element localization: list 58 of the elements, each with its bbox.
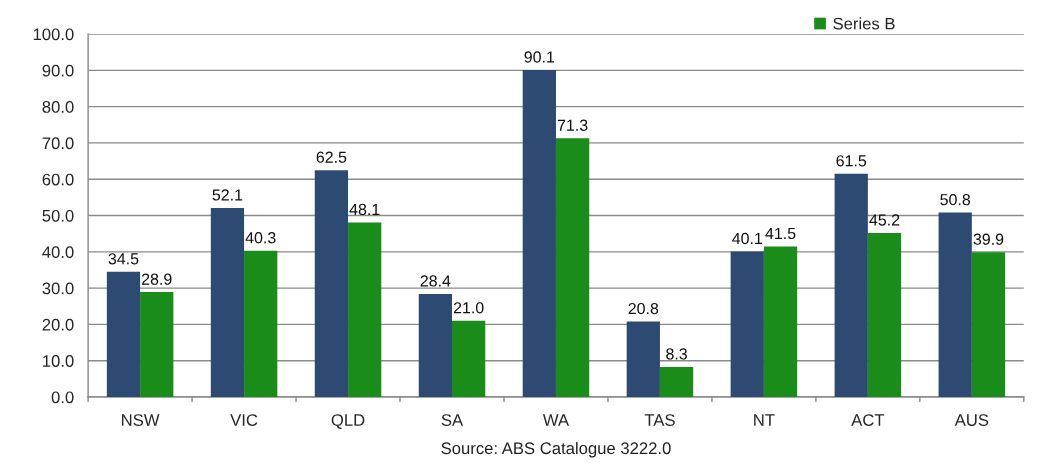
data-label: 41.5: [765, 227, 796, 240]
bar: [834, 173, 868, 398]
legend-label: Series B: [833, 17, 895, 30]
x-tick-label: ACT: [851, 414, 885, 426]
y-tick-label: 10.0: [43, 355, 74, 367]
y-tick-label: 20.0: [42, 318, 74, 331]
x-tick-label: TAS: [644, 414, 675, 426]
bar: [452, 320, 486, 398]
data-label: 61.5: [836, 155, 867, 167]
data-label: 40.3: [245, 232, 276, 244]
bar: [659, 366, 694, 398]
bar: [938, 212, 972, 398]
y-tick-label: 0.0: [51, 391, 74, 404]
bar: [763, 246, 798, 398]
data-label: 48.1: [349, 203, 380, 216]
data-label: 28.9: [142, 273, 172, 285]
data-label: 90.1: [524, 51, 555, 63]
bar: [418, 293, 452, 398]
x-tick-label: WA: [542, 414, 570, 426]
y-tick-label: 50.0: [42, 209, 74, 222]
bar: [867, 232, 902, 398]
data-label: 20.8: [628, 302, 659, 315]
x-tick-label: NT: [754, 414, 775, 426]
y-tick-label: 90.0: [42, 64, 74, 77]
x-tick-label: SA: [441, 414, 464, 426]
data-label: 71.3: [557, 119, 588, 131]
bar: [730, 251, 764, 398]
y-tick-label: 40.0: [42, 246, 74, 259]
x-tick-label: QLD: [331, 414, 365, 429]
data-label: 28.4: [420, 275, 451, 287]
bar: [140, 292, 174, 398]
data-label: 39.9: [973, 233, 1004, 245]
data-label: 62.5: [316, 151, 347, 163]
x-tick-label: NSW: [122, 414, 160, 426]
bar: [971, 252, 1006, 398]
bar: [106, 271, 141, 398]
bar: [348, 222, 382, 398]
bar: [314, 170, 349, 398]
x-tick-label: AUS: [954, 414, 989, 426]
y-tick-label: 100.0: [33, 28, 74, 41]
data-label: 52.1: [212, 189, 243, 201]
data-label: 45.2: [869, 214, 900, 226]
y-tick-label: 60.0: [42, 173, 74, 186]
bar: [626, 321, 660, 398]
y-tick-label: 80.0: [42, 101, 74, 113]
bar: [555, 138, 590, 398]
source-note: Source: ABS Catalogue 3222.0: [441, 441, 671, 458]
data-label: 40.1: [732, 232, 763, 245]
bar: [210, 207, 245, 398]
data-label: 34.5: [108, 253, 139, 265]
x-tick-label: VIC: [230, 414, 258, 426]
y-tick-label: 30.0: [42, 282, 74, 295]
y-tick-label: 70.0: [42, 137, 74, 150]
bar: [244, 250, 278, 398]
data-label: 8.3: [666, 348, 687, 360]
data-label: 50.8: [940, 193, 971, 206]
bar: [522, 69, 556, 398]
data-label: 21.0: [453, 302, 484, 314]
